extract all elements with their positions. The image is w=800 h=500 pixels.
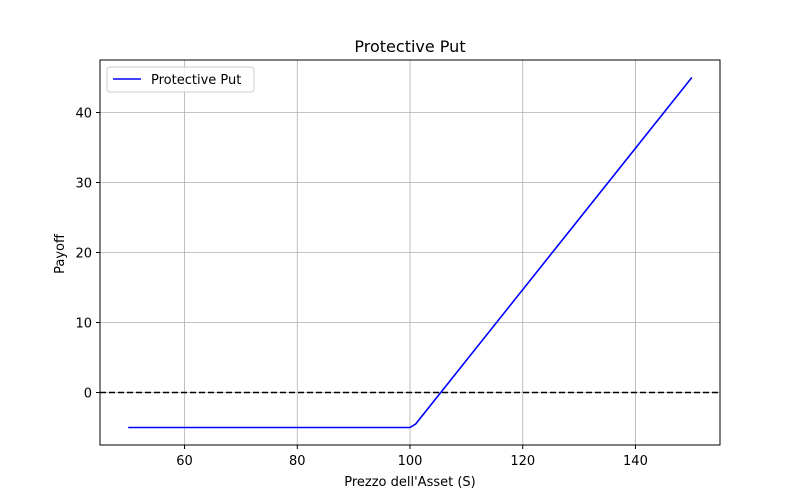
x-tick-label: 60 xyxy=(176,454,193,469)
legend-label-protective-put: Protective Put xyxy=(151,73,241,88)
chart-title: Protective Put xyxy=(354,37,465,56)
legend: Protective Put xyxy=(106,66,255,93)
y-tick-label: 10 xyxy=(75,317,92,332)
y-axis-label: Payoff xyxy=(53,233,68,274)
y-tick-label: 0 xyxy=(84,387,92,402)
x-axis-ticks: 60 80 100 120 140 xyxy=(176,445,648,469)
x-axis-label: Prezzo dell'Asset (S) xyxy=(344,475,476,490)
x-tick-label: 80 xyxy=(289,454,306,469)
y-tick-label: 30 xyxy=(75,177,92,192)
x-tick-label: 140 xyxy=(623,454,648,469)
y-tick-label: 40 xyxy=(75,107,92,122)
legend-box xyxy=(106,66,255,93)
x-tick-label: 100 xyxy=(398,454,423,469)
x-tick-label: 120 xyxy=(510,454,535,469)
series-line-protective-put xyxy=(128,77,693,429)
y-tick-label: 20 xyxy=(75,247,92,262)
y-axis-ticks: 0 10 20 30 40 xyxy=(75,107,100,402)
